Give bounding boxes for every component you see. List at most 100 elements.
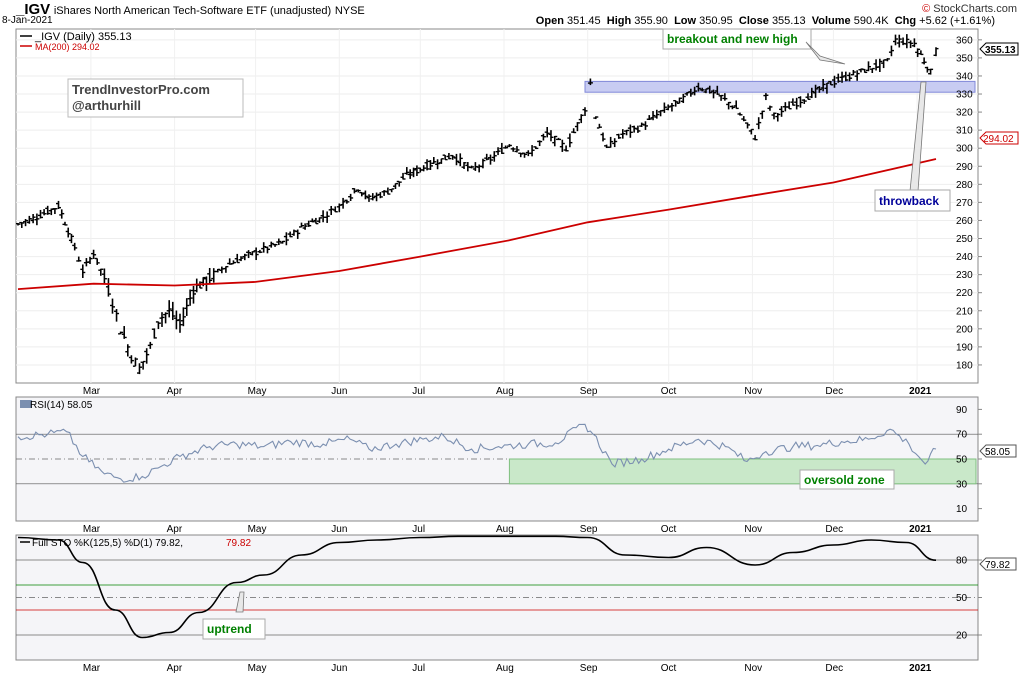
- price-bar: [756, 117, 762, 130]
- price-bar: [424, 159, 430, 171]
- price-bar: [155, 321, 161, 330]
- price-bar: [726, 101, 732, 110]
- price-bar: [714, 85, 720, 95]
- price-bar: [608, 136, 614, 148]
- price-bar: [72, 242, 78, 251]
- price-bar: [540, 133, 546, 141]
- volume-label: Volume: [811, 15, 851, 27]
- price-tick-label: 220: [956, 288, 973, 299]
- price-bar: [600, 132, 606, 142]
- x-tick-label: Dec: [825, 386, 843, 397]
- price-bar: [695, 82, 701, 92]
- price-bar: [128, 355, 134, 364]
- price-bar: [68, 233, 74, 244]
- price-bar: [151, 328, 157, 339]
- price-bar: [537, 140, 543, 147]
- price-bar: [431, 157, 437, 165]
- sto-tick-label: 20: [956, 631, 968, 642]
- price-bar: [177, 313, 183, 333]
- price-bar: [215, 268, 221, 273]
- symbol: _IGV: [16, 1, 51, 18]
- price-bar: [480, 158, 486, 169]
- last-price-tag-text: 355.13: [985, 45, 1016, 56]
- price-bar: [407, 169, 413, 179]
- rsi-legend-swatch: [20, 400, 32, 408]
- price-bar: [41, 209, 47, 216]
- x-tick-label: Sep: [580, 663, 598, 674]
- price-bar: [499, 142, 505, 154]
- rsi-tick-label: 90: [956, 405, 968, 416]
- price-bar: [884, 58, 890, 62]
- price-bar: [366, 194, 372, 202]
- rsi-tick-label: 30: [956, 479, 968, 490]
- rsi-y-axis: 10 30 50 70 90: [956, 405, 982, 515]
- price-bar: [389, 188, 395, 193]
- price-bar: [45, 205, 51, 215]
- price-bar: [299, 222, 304, 228]
- price-tick-label: 300: [956, 144, 973, 155]
- price-bar: [38, 209, 43, 219]
- change-value: +5.62 (+1.61%): [919, 15, 995, 27]
- price-bar: [377, 192, 383, 199]
- x-tick-label: Mar: [83, 663, 101, 674]
- x-tick-label: 2021: [909, 663, 932, 674]
- uptrend-label: uptrend: [207, 622, 252, 636]
- price-bar: [559, 139, 565, 152]
- price-bar: [491, 151, 497, 162]
- price-bar: [692, 86, 698, 96]
- low-label: Low: [674, 15, 697, 27]
- price-bar: [306, 220, 312, 227]
- price-bar: [438, 158, 444, 164]
- x-tick-label: Oct: [661, 663, 677, 674]
- price-tick-label: 310: [956, 126, 973, 137]
- price-legend-text: _IGV (Daily) 355.13: [34, 31, 132, 43]
- price-bar: [707, 85, 713, 94]
- x-tick-label: Mar: [83, 386, 101, 397]
- throwback-label: throwback: [879, 194, 939, 208]
- price-bar: [752, 134, 758, 141]
- fund-description: iShares North American Tech-Software ETF…: [53, 5, 332, 17]
- price-bar: [703, 88, 709, 94]
- price-bar: [166, 300, 172, 318]
- price-bar: [847, 72, 853, 82]
- price-bar: [469, 165, 475, 169]
- price-bar: [400, 172, 406, 180]
- x-tick-label: Apr: [167, 524, 183, 535]
- price-bar: [80, 264, 86, 278]
- price-bar: [635, 125, 641, 133]
- price-bar: [242, 253, 248, 261]
- price-bar: [809, 87, 815, 99]
- uptrend-annotation: uptrend: [202, 591, 266, 640]
- brand-name: StockCharts.com: [933, 3, 1017, 15]
- price-bar: [283, 232, 289, 246]
- chart-header-title: _IGV iShares North American Tech-Softwar…: [16, 1, 365, 18]
- price-bar: [396, 180, 402, 187]
- x-tick-label: Jun: [331, 386, 347, 397]
- watermark-box: TrendInvestorPro.com @arthurhill: [67, 78, 244, 118]
- price-bar: [170, 301, 176, 321]
- price-bar: [91, 249, 97, 259]
- breakout-annotation: breakout and new high: [662, 28, 846, 65]
- uptrend-arrow: [235, 591, 245, 613]
- price-bar: [548, 130, 554, 142]
- price-bar: [16, 222, 21, 226]
- close-label: Close: [738, 15, 769, 27]
- x-tick-label: Dec: [825, 663, 843, 674]
- price-bar: [866, 61, 871, 72]
- rsi-tag-shape: [979, 444, 1017, 458]
- x-tick-label: Sep: [580, 386, 598, 397]
- price-bar: [928, 68, 934, 75]
- price-bar: [514, 146, 520, 153]
- sto-legend-d: 79.82: [226, 538, 251, 549]
- price-bar: [359, 191, 365, 197]
- price-bar: [688, 88, 694, 97]
- price-bar: [510, 147, 516, 152]
- price-bar: [593, 116, 599, 120]
- price-bar: [427, 160, 433, 170]
- rsi-tick-label: 10: [956, 504, 968, 515]
- price-bar: [661, 102, 667, 113]
- price-bar: [114, 309, 120, 322]
- price-bar: [699, 87, 705, 92]
- price-bar: [587, 78, 593, 86]
- x-tick-label: Nov: [744, 524, 762, 535]
